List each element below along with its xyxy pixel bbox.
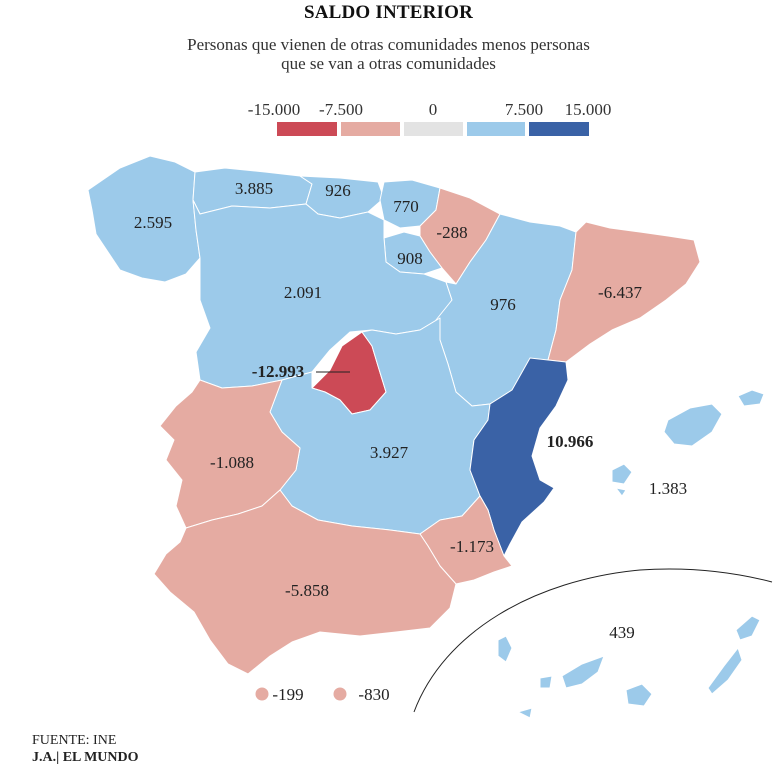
- subtitle-line-2: que se van a otras comunidades: [281, 54, 496, 73]
- source-text: FUENTE: INE: [32, 733, 117, 748]
- label-aragon: 976: [490, 295, 516, 314]
- label-asturias: 3.885: [235, 179, 273, 198]
- region-baleares-mallorca[interactable]: [663, 403, 723, 447]
- label-madrid: -12.993: [252, 362, 304, 381]
- label-murcia: -1.173: [450, 537, 494, 556]
- region-baleares-menorca[interactable]: [737, 389, 765, 407]
- color-legend: -15.000 -7.500 0 7.500 15.000: [0, 100, 777, 140]
- region-canarias-tenerife[interactable]: [561, 655, 605, 689]
- region-cataluna[interactable]: [547, 221, 701, 363]
- region-canarias-lanzarote[interactable]: [735, 615, 761, 641]
- label-andalucia: -5.858: [285, 581, 329, 600]
- label-pais-vasco: 770: [393, 197, 419, 216]
- region-navarra[interactable]: [419, 187, 501, 285]
- label-valencia: 10.966: [547, 432, 594, 451]
- legend-swatch-1: [277, 122, 337, 136]
- legend-tick-3: 0: [428, 100, 438, 119]
- region-canarias-lapalma[interactable]: [497, 635, 513, 663]
- region-canarias-gomera[interactable]: [539, 675, 553, 689]
- label-extremadura: -1.088: [210, 453, 254, 472]
- legend-swatch-5: [529, 122, 589, 136]
- label-cantabria: 926: [325, 181, 351, 200]
- label-cataluna: -6.437: [598, 283, 642, 302]
- label-melilla: -830: [358, 685, 389, 704]
- canarias-divider: [413, 568, 773, 713]
- legend-swatch-2: [341, 122, 400, 136]
- label-castilla-leon: 2.091: [284, 283, 322, 302]
- label-navarra: -288: [436, 223, 467, 242]
- map-subtitle: Personas que vienen de otras comunidades…: [0, 35, 777, 73]
- label-la-rioja: 908: [397, 249, 423, 268]
- region-andalucia[interactable]: [153, 489, 457, 675]
- label-baleares: 1.383: [649, 479, 687, 498]
- legend-tick-4: 7.500: [504, 100, 544, 119]
- region-valencia[interactable]: [469, 357, 569, 557]
- legend-swatch-3: [404, 122, 463, 136]
- region-ceuta[interactable]: [254, 686, 270, 702]
- label-canarias: 439: [609, 623, 635, 642]
- label-galicia: 2.595: [134, 213, 172, 232]
- region-canarias-grancanaria[interactable]: [625, 683, 653, 707]
- label-castilla-la-mancha: 3.927: [370, 443, 409, 462]
- subtitle-line-1: Personas que vienen de otras comunidades…: [187, 35, 590, 54]
- region-canarias-hierro[interactable]: [517, 707, 533, 719]
- region-melilla[interactable]: [332, 686, 348, 702]
- map-title: SALDO INTERIOR: [303, 2, 474, 23]
- source-block: FUENTE: INE J.A.| EL MUNDO: [32, 732, 139, 766]
- legend-tick-5: 15.000: [564, 100, 612, 119]
- region-baleares-ibiza[interactable]: [611, 463, 633, 485]
- legend-tick-2: -7.500: [319, 100, 363, 119]
- region-baleares-formentera[interactable]: [615, 487, 627, 497]
- region-galicia[interactable]: [87, 155, 201, 283]
- legend-swatch-4: [467, 122, 525, 136]
- region-canarias-fuerteventura[interactable]: [707, 647, 743, 695]
- credit-text: J.A.| EL MUNDO: [32, 750, 139, 765]
- label-ceuta: -199: [272, 685, 303, 704]
- legend-tick-1: -15.000: [247, 100, 301, 119]
